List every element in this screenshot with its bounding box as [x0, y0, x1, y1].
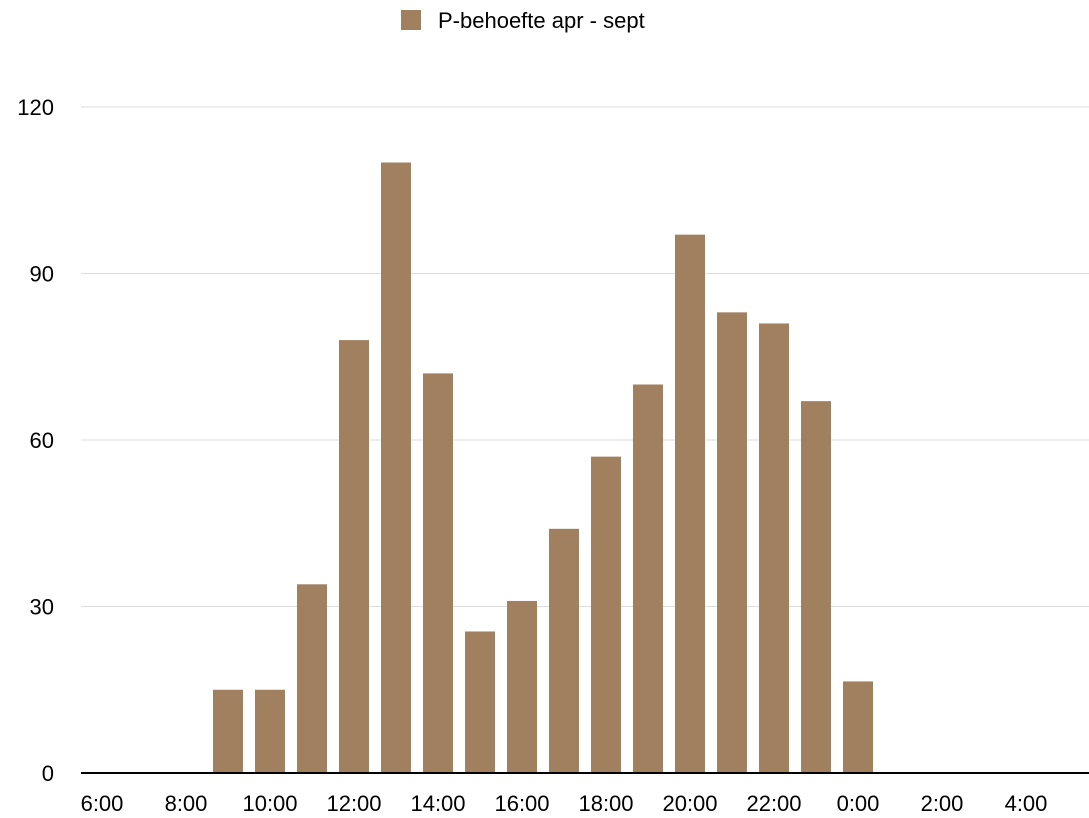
bar — [717, 312, 747, 773]
x-tick-labels: 6:00 8:00 10:00 12:00 14:00 16:00 18:00 20:00 22… — [81, 791, 1048, 816]
y-tick-label: 90 — [30, 262, 54, 287]
bar — [255, 689, 285, 773]
legend-swatch — [401, 10, 421, 30]
x-tick-label: 10:00 — [242, 791, 297, 816]
x-tick-label: 22:00 — [746, 791, 801, 816]
x-tick-label: 16:00 — [494, 791, 549, 816]
grid-lines — [81, 106, 1089, 607]
bar — [591, 456, 621, 773]
bar — [381, 162, 411, 773]
x-tick-label: 18:00 — [578, 791, 633, 816]
x-tick-label: 4:00 — [1005, 791, 1048, 816]
x-tick-label: 14:00 — [410, 791, 465, 816]
bar — [297, 584, 327, 773]
bar — [339, 340, 369, 773]
x-tick-label: 6:00 — [81, 791, 124, 816]
bar — [675, 234, 705, 773]
x-tick-label: 20:00 — [662, 791, 717, 816]
bar — [423, 373, 453, 773]
legend-label: P-behoefte apr - sept — [438, 8, 645, 33]
bar — [507, 600, 537, 773]
x-tick-label: 8:00 — [165, 791, 208, 816]
bar — [843, 681, 873, 773]
bar — [213, 689, 243, 773]
bar — [549, 528, 579, 773]
x-tick-label: 2:00 — [921, 791, 964, 816]
bar — [633, 384, 663, 773]
x-tick-label: 0:00 — [837, 791, 880, 816]
y-tick-labels: 0 30 60 90 120 — [17, 95, 54, 786]
bars — [213, 162, 873, 773]
y-tick-label: 120 — [17, 95, 54, 120]
bar — [759, 323, 789, 773]
y-tick-label: 60 — [30, 428, 54, 453]
y-tick-label: 0 — [42, 761, 54, 786]
bar — [465, 631, 495, 773]
x-tick-label: 12:00 — [326, 791, 381, 816]
y-tick-label: 30 — [30, 595, 54, 620]
legend: P-behoefte apr - sept — [401, 8, 645, 33]
bar — [801, 401, 831, 773]
